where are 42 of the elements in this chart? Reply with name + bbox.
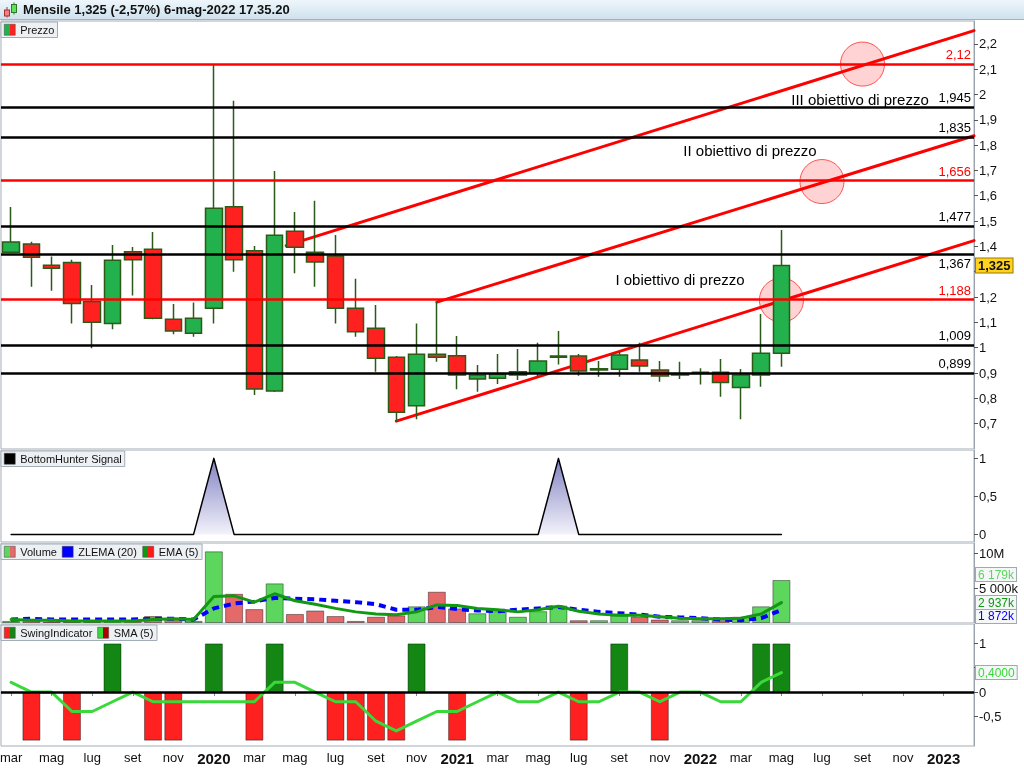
- x-tick-label: 2022: [683, 750, 718, 767]
- x-tick-label: lug: [326, 750, 345, 765]
- text: 2 937k: [978, 595, 1016, 610]
- x-tick-label: mar: [0, 750, 23, 765]
- x-tick-label: mar: [243, 750, 267, 765]
- y-tick-label: 0: [979, 684, 987, 700]
- legend-label: SMA (5): [113, 626, 154, 639]
- legend-label: SwingIndicator: [20, 626, 93, 639]
- x-tick-label: mag: [768, 750, 795, 765]
- x-tick-label: nov: [892, 750, 915, 765]
- x-tick-label: lug: [570, 750, 588, 765]
- x-tick-label: nov: [649, 750, 671, 765]
- x-tick-label: mar: [729, 750, 753, 765]
- y-tick-label: -0,5: [979, 708, 1002, 724]
- x-tick-label: 2023: [926, 750, 961, 767]
- y-tick-label: 1: [979, 635, 987, 651]
- text: 1 872k: [978, 609, 1016, 624]
- y-tick-label: 0: [979, 526, 987, 542]
- x-tick-label: set: [367, 750, 386, 765]
- x-tick-label: nov: [162, 750, 185, 765]
- y-tick-label: 5 000k: [979, 580, 1019, 596]
- x-tick-label: 2020: [197, 750, 231, 767]
- y-tick-label: 10M: [979, 545, 1005, 561]
- x-tick-label: mag: [39, 750, 65, 765]
- x-tick-label: mar: [486, 750, 510, 765]
- legend-label: Volume: [20, 545, 57, 558]
- y-tick-label: 1: [979, 450, 987, 466]
- legend-label: ZLEMA (20): [78, 545, 137, 558]
- x-tick-label: set: [853, 750, 872, 765]
- x-tick-label: mag: [525, 750, 551, 765]
- x-tick-label: set: [610, 750, 629, 765]
- x-tick-label: lug: [813, 750, 831, 765]
- legend-label: BottomHunter Signal: [20, 452, 122, 465]
- x-tick-label: 2021: [440, 750, 474, 767]
- x-tick-label: set: [124, 750, 142, 765]
- x-tick-label: nov: [406, 750, 428, 765]
- x-tick-label: lug: [83, 750, 101, 765]
- legend-label: EMA (5): [158, 545, 199, 558]
- text: 6 179k: [978, 567, 1016, 582]
- x-tick-label: mag: [282, 750, 308, 765]
- y-tick-label: 0,5: [979, 488, 998, 504]
- annotation: 0,4000: [978, 665, 1016, 680]
